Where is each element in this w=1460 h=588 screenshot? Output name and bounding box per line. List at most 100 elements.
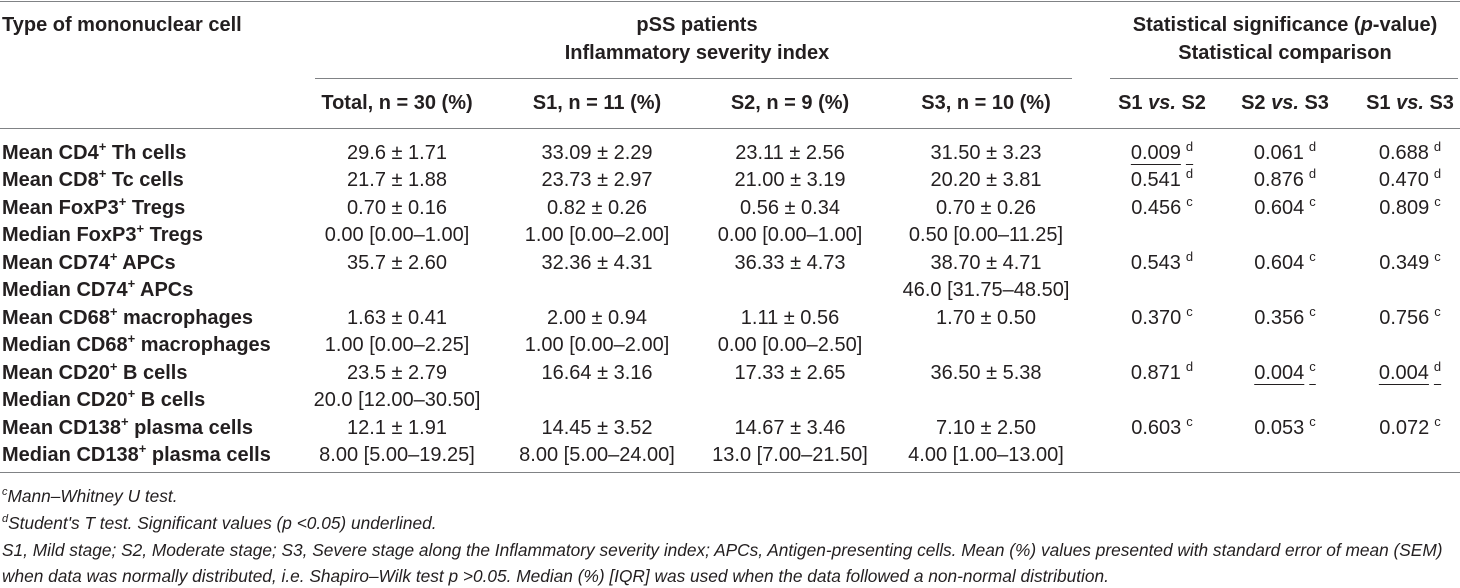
p-value-wrap: 0.603 c (1131, 413, 1193, 439)
test-marker: d (1185, 139, 1194, 154)
p-value-wrap: 0.756 c (1379, 303, 1441, 329)
p-value-wrap: 0.356 c (1254, 303, 1316, 329)
superscript-plus: + (127, 331, 136, 347)
p-value-wrap: 0.871 d (1131, 360, 1193, 384)
group-rule-patients (315, 78, 1072, 79)
p-value-cell: 0.053 c (1254, 413, 1316, 440)
value-cell: 33.09 ± 2.29 (541, 142, 653, 164)
p-value-cell: 0.004 d (1379, 360, 1441, 385)
footnote-text: Mann–Whitney U test. (7, 486, 178, 506)
row-label-suffix: Tregs (144, 224, 203, 247)
p-value-wrap: 0.604 c (1254, 195, 1316, 219)
row-label-suffix: APCs (117, 251, 176, 274)
value-cell: 20.0 [12.00–30.50] (313, 389, 481, 412)
row-label-suffix: Th cells (106, 142, 187, 164)
p-value-wrap: 0.688 d (1379, 140, 1441, 164)
value-cell: 35.7 ± 2.60 (347, 251, 447, 274)
row-label-suffix: B cells (117, 361, 188, 384)
test-marker: c (1186, 303, 1193, 319)
header-text: S2 (1175, 92, 1206, 114)
p-value-wrap: 0.809 c (1379, 193, 1441, 219)
test-marker: c (1434, 303, 1441, 319)
value-cell: 0.00 [0.00–2.50] (717, 334, 863, 357)
row-label-text: Median CD20 (2, 389, 128, 412)
header-rule (0, 128, 1460, 129)
value-cell: 13.0 [7.00–21.50] (712, 443, 868, 466)
p-value-cell: 0.061 d (1253, 139, 1317, 165)
footnote-d: dStudent's T test. Significant values (p… (2, 512, 437, 534)
row-label-suffix: APCs (135, 279, 194, 302)
p-value: 0.604 (1254, 196, 1305, 219)
superscript-plus: + (138, 440, 147, 456)
test-marker: c (1434, 248, 1441, 264)
row-label: Mean FoxP3+ Tregs (2, 193, 185, 220)
header-text: S1 (1118, 92, 1149, 114)
value-cell: 1.00 [0.00–2.00] (524, 334, 670, 357)
value-cell: 0.00 [0.00–1.00] (717, 224, 863, 247)
p-value-wrap: 0.876 d (1254, 166, 1317, 191)
p-value: 0.061 (1253, 142, 1304, 164)
superscript-plus: + (127, 276, 136, 292)
header-cell-type: Type of mononuclear cell (2, 14, 242, 36)
row-label-text: Mean FoxP3 (2, 196, 119, 219)
header-italic-vs: vs. (1396, 92, 1424, 114)
row-label-text: Mean CD4 (2, 142, 99, 164)
test-marker: d (1308, 166, 1317, 182)
value-cell: 14.45 ± 3.52 (541, 416, 653, 439)
p-value-cell: 0.470 d (1379, 167, 1441, 192)
value-cell: 36.50 ± 5.38 (930, 361, 1042, 384)
p-value: 0.543 (1130, 251, 1181, 274)
footnote-c: cMann–Whitney U test. (2, 485, 178, 507)
p-value-wrap: 0.009 d (1131, 139, 1194, 164)
value-cell: 21.00 ± 3.19 (734, 169, 846, 192)
test-marker: d (1308, 139, 1317, 154)
value-cell: 36.33 ± 4.73 (734, 251, 846, 274)
p-value-wrap: 0.053 c (1254, 413, 1316, 439)
p-value-wrap: 0.061 d (1253, 139, 1317, 164)
header-col-s2: S2, n = 9 (%) (730, 92, 850, 114)
p-value-wrap: 0.604 c (1254, 248, 1316, 274)
value-cell: 1.00 [0.00–2.25] (324, 334, 470, 357)
footnote-abbreviations-cont: when data was normally distributed, i.e.… (2, 566, 1109, 586)
row-label: Mean CD8+ Tc cells (2, 167, 184, 192)
row-label: Mean CD68+ macrophages (2, 303, 253, 330)
p-value-cell: 0.871 d (1131, 360, 1193, 385)
p-value: 0.541 (1130, 169, 1181, 192)
value-cell: 12.1 ± 1.91 (347, 416, 447, 439)
p-value-wrap: 0.456 c (1131, 195, 1193, 219)
value-cell: 0.82 ± 0.26 (547, 196, 647, 219)
p-value-cell: 0.876 d (1254, 166, 1317, 192)
test-marker: c (1309, 248, 1316, 264)
p-value: 0.809 (1379, 196, 1430, 219)
value-cell: 0.70 ± 0.26 (936, 196, 1036, 219)
superscript-plus: + (120, 413, 129, 429)
p-value-cell: 0.456 c (1131, 195, 1193, 220)
value-cell: 8.00 [5.00–19.25] (319, 443, 475, 466)
row-label: Mean CD138+ plasma cells (2, 413, 253, 440)
p-value-wrap: 0.004 d (1379, 360, 1441, 384)
superscript-plus: + (118, 193, 127, 209)
p-value: 0.370 (1131, 306, 1182, 329)
test-marker: c (1186, 413, 1193, 429)
p-value-wrap: 0.541 d (1130, 167, 1193, 192)
test-marker: c (1309, 413, 1316, 429)
header-col-s1: S1, n = 11 (%) (532, 92, 662, 114)
p-value-cell: 0.604 c (1254, 195, 1316, 220)
test-marker: c (1309, 303, 1316, 319)
header-col-s1-vs-s2: S1 vs. S2 (1118, 91, 1206, 115)
header-group-comparison: Statistical comparison (1178, 42, 1392, 64)
value-cell: 0.70 ± 0.16 (347, 196, 447, 219)
value-cell: 17.33 ± 2.65 (734, 361, 846, 384)
header-text: S2 (1241, 92, 1272, 114)
test-marker: c (1434, 193, 1441, 209)
header-text: -value) (1372, 14, 1438, 36)
superscript-plus: + (109, 303, 118, 319)
p-value: 0.756 (1379, 306, 1430, 329)
value-cell: 0.50 [0.00–11.25] (908, 224, 1064, 247)
p-value-wrap: 0.370 c (1131, 303, 1193, 329)
value-cell: 31.50 ± 3.23 (930, 142, 1042, 164)
value-cell: 16.64 ± 3.16 (541, 361, 653, 384)
p-value: 0.604 (1254, 251, 1305, 274)
header-col-s1-vs-s3: S1 vs. S3 (1366, 91, 1454, 115)
value-cell: 46.0 [31.75–48.50] (902, 279, 1070, 302)
